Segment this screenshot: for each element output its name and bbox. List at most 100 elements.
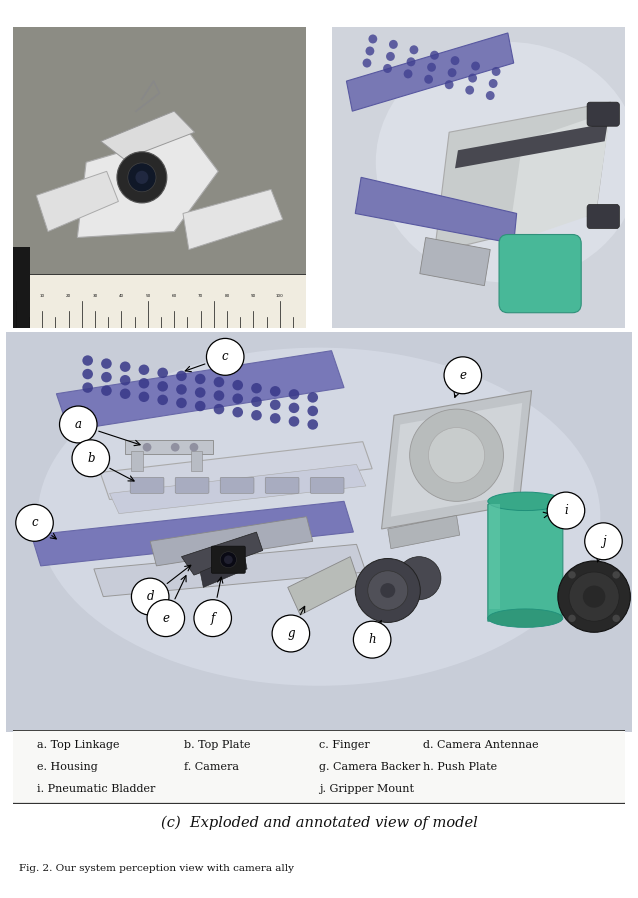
Circle shape [270,400,281,410]
FancyBboxPatch shape [587,205,619,228]
Text: c. Finger: c. Finger [319,740,370,750]
Ellipse shape [38,348,600,686]
Ellipse shape [488,609,563,628]
Text: a. Top Linkage: a. Top Linkage [37,740,120,750]
Text: Fig. 2. Our system perception view with camera ally: Fig. 2. Our system perception view with … [19,864,294,873]
Text: c: c [222,350,228,364]
Text: g. Camera Backer: g. Camera Backer [319,762,420,772]
Polygon shape [150,516,313,566]
Circle shape [430,50,439,60]
Circle shape [176,384,187,394]
Circle shape [176,371,187,381]
Polygon shape [101,111,195,159]
Circle shape [158,394,168,405]
Circle shape [16,505,53,541]
Circle shape [82,383,93,392]
Circle shape [366,47,375,56]
Text: g: g [287,627,295,640]
Circle shape [288,389,299,400]
Circle shape [214,377,225,387]
Polygon shape [488,498,563,621]
Circle shape [82,369,93,379]
FancyBboxPatch shape [489,505,500,609]
Circle shape [583,585,605,608]
Circle shape [232,380,243,391]
Circle shape [101,372,112,383]
Circle shape [308,406,318,416]
Circle shape [138,392,149,402]
Polygon shape [388,515,459,549]
Polygon shape [110,464,366,514]
Text: j: j [602,535,605,548]
Circle shape [568,614,575,622]
FancyBboxPatch shape [265,478,299,493]
FancyBboxPatch shape [125,440,212,454]
FancyBboxPatch shape [587,102,619,127]
Circle shape [389,40,398,48]
Polygon shape [455,123,607,168]
Circle shape [207,339,244,375]
Circle shape [353,621,391,658]
Circle shape [465,85,474,94]
Circle shape [143,443,151,452]
FancyBboxPatch shape [6,332,632,732]
Polygon shape [391,403,522,516]
Circle shape [270,386,281,397]
Circle shape [120,375,131,385]
Polygon shape [94,544,366,596]
FancyBboxPatch shape [0,730,638,804]
FancyBboxPatch shape [13,247,31,328]
Circle shape [232,407,243,418]
Circle shape [585,523,622,559]
Circle shape [308,419,318,430]
Circle shape [444,357,482,393]
Text: i: i [564,504,568,517]
FancyBboxPatch shape [130,478,164,493]
Circle shape [138,365,149,375]
Circle shape [558,561,630,632]
Circle shape [308,392,318,402]
Circle shape [288,402,299,413]
Polygon shape [382,391,531,529]
Text: e: e [459,369,466,382]
Circle shape [101,385,112,396]
Circle shape [445,80,454,89]
Text: e: e [162,612,169,625]
FancyBboxPatch shape [13,27,306,328]
Text: c: c [31,516,38,529]
Circle shape [189,443,198,452]
Circle shape [406,57,415,66]
Text: f. Camera: f. Camera [184,762,239,772]
Polygon shape [346,33,514,111]
FancyBboxPatch shape [332,27,625,328]
Text: i. Pneumatic Bladder: i. Pneumatic Bladder [37,784,156,794]
Text: 50: 50 [145,294,151,298]
Circle shape [120,362,131,372]
Circle shape [547,492,584,529]
Circle shape [158,381,168,392]
Text: 10: 10 [40,294,45,298]
Polygon shape [181,532,263,575]
Circle shape [59,406,97,443]
Circle shape [214,391,225,401]
Polygon shape [355,178,517,243]
FancyBboxPatch shape [310,478,344,493]
FancyBboxPatch shape [131,451,143,471]
FancyBboxPatch shape [211,546,245,573]
Text: e. Housing: e. Housing [37,762,98,772]
Circle shape [369,34,377,43]
Circle shape [428,427,485,483]
Circle shape [232,393,243,404]
Circle shape [251,397,262,407]
Polygon shape [288,557,360,615]
Circle shape [450,56,459,66]
Circle shape [147,600,184,637]
Circle shape [288,416,299,427]
Circle shape [251,383,262,393]
Circle shape [117,152,167,203]
Circle shape [386,52,395,61]
Text: d: d [147,590,154,603]
Circle shape [214,404,225,414]
Circle shape [131,578,169,615]
Text: h. Push Plate: h. Push Plate [423,762,497,772]
